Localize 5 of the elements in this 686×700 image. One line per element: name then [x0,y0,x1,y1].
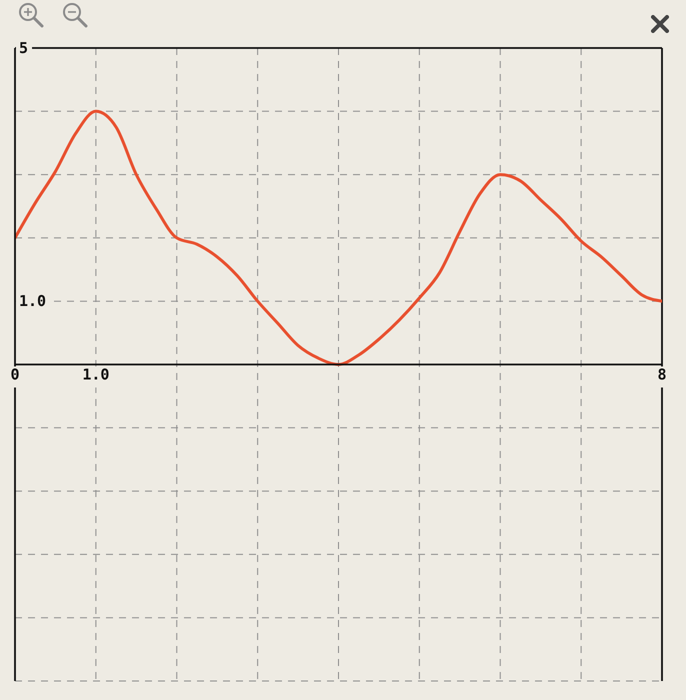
x-tick-label: 1.0 [82,366,110,384]
line-series [15,110,662,366]
x-tick-label: 0 [10,366,20,384]
x-tick-label: 8 [657,366,667,384]
y-tick-label: 5 [19,39,28,57]
